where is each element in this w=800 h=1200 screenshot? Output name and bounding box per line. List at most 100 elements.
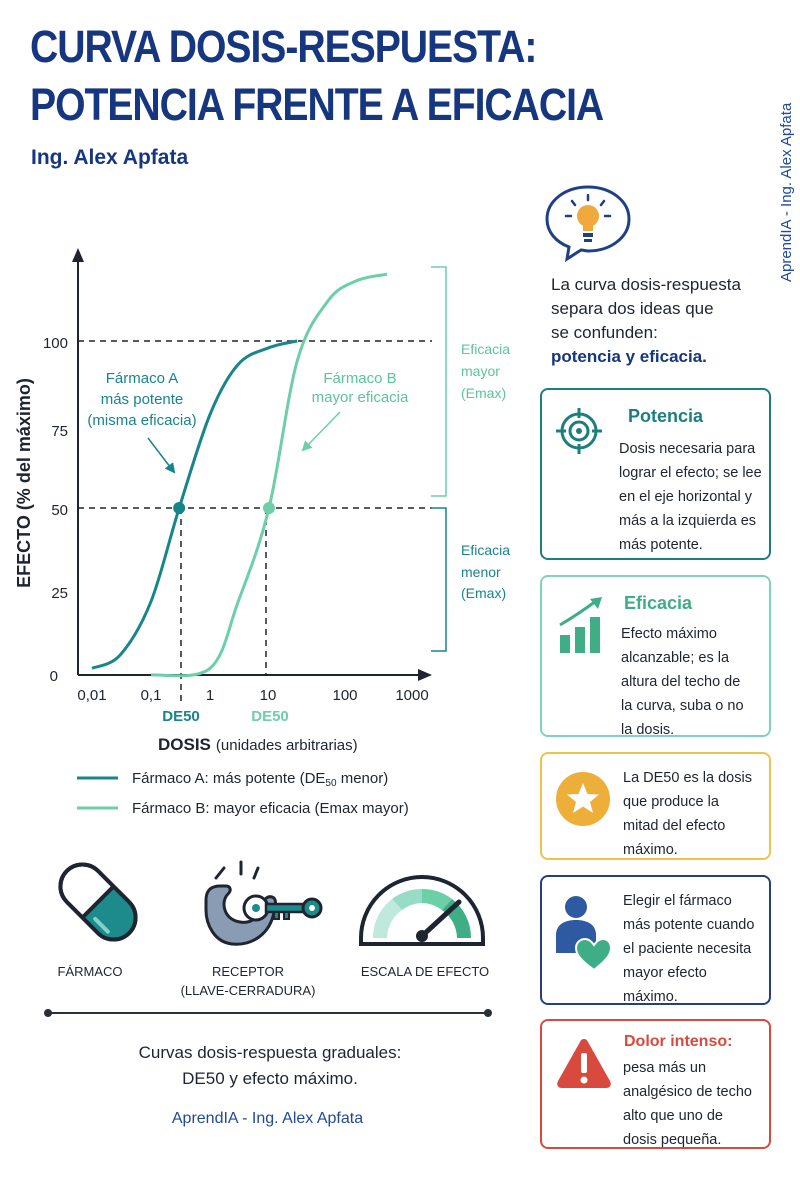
intro-line-2: separa dos ideas que xyxy=(551,299,714,318)
legend-label-a: Fármaco A: más potente (DE50 menor) xyxy=(132,770,388,789)
annotation-b-line2: mayor eficacia xyxy=(312,389,409,406)
y-tick: 0 xyxy=(50,668,58,685)
card-de50: La DE50 es la dosis que produce la mitad… xyxy=(540,752,771,860)
capsule-icon xyxy=(58,862,138,942)
gauge-icon xyxy=(359,875,485,946)
card-eficacia-title: Eficacia xyxy=(624,593,693,613)
legend-a-prefix: Fármaco A: más potente (DE xyxy=(132,770,325,787)
y-ticks: 0 25 50 75 100 xyxy=(43,335,68,685)
annotation-a-arrow xyxy=(147,437,176,474)
card-dolor-title: Dolor intenso: xyxy=(624,1033,733,1050)
vertical-credit-text: AprendIA - Ing. Alex Apfata xyxy=(778,102,795,282)
y-tick: 100 xyxy=(43,335,68,352)
key-lock-icon xyxy=(204,860,323,946)
y-axis-label: EFECTO (% del máximo) xyxy=(14,378,34,588)
card-elegir: Elegir el fármaco más potente cuando el … xyxy=(540,875,771,1005)
x-tick: 1000 xyxy=(395,687,428,704)
text-line: máximo. xyxy=(623,989,678,1005)
annotation-a-line3: (misma eficacia) xyxy=(87,412,196,429)
farmaco-label: FÁRMACO xyxy=(57,964,123,979)
star-icon xyxy=(556,772,610,826)
series-a-line xyxy=(91,339,298,670)
caption-line1: Curvas dosis-respuesta graduales: xyxy=(138,1043,402,1062)
caption: Curvas dosis-respuesta graduales: DE50 y… xyxy=(60,1040,480,1092)
legend-a-sub: 50 xyxy=(325,778,337,789)
ed50-label-b: DE50 xyxy=(251,708,289,725)
y-axis-arrow xyxy=(72,248,84,262)
x-tick: 0,01 xyxy=(77,687,106,704)
x-axis-label-unit: (unidades arbitrarias) xyxy=(216,737,358,754)
card-potencia: Potencia Dosis necesaria para lograr el … xyxy=(540,388,771,560)
annotation-b-line1: Fármaco B xyxy=(323,370,396,387)
y-tick: 25 xyxy=(51,585,68,602)
x-axis-label-main: DOSIS xyxy=(158,735,211,754)
text-line: máximo. xyxy=(623,842,678,858)
text-line: más potente cuando xyxy=(623,917,755,933)
x-ticks: 0,01 0,1 1 10 100 1000 xyxy=(77,687,428,704)
ed50-point-b xyxy=(263,502,275,514)
bracket-lower-1: Eficacia xyxy=(461,542,510,558)
bracket-lower-label: Eficacia menor (Emax) xyxy=(461,542,510,601)
x-axis-label: DOSIS (unidades arbitrarias) xyxy=(158,735,358,754)
caption-line2: DE50 y efecto máximo. xyxy=(182,1069,358,1088)
receptor-label-line2: (LLAVE-CERRADURA) xyxy=(180,983,316,998)
bracket-upper-2: mayor xyxy=(461,363,500,379)
text-line: lograr el efecto; se lee xyxy=(619,465,762,481)
y-tick: 50 xyxy=(51,502,68,519)
text-line: más a la izquierda es xyxy=(619,513,757,529)
title-line-2: POTENCIA FRENTE A EFICACIA xyxy=(30,79,604,130)
bracket-lower xyxy=(431,507,447,652)
page-title: CURVA DOSIS-RESPUESTA: POTENCIA FRENTE A… xyxy=(30,18,690,134)
text-line: la dosis. xyxy=(621,722,675,738)
text-line: Efecto máximo xyxy=(621,626,717,642)
text-line: Elegir el fármaco xyxy=(623,893,732,909)
title-line-1: CURVA DOSIS-RESPUESTA: xyxy=(30,21,537,72)
bracket-lower-3: (Emax) xyxy=(461,585,506,601)
annotation-a: Fármaco A más potente (misma eficacia) xyxy=(87,370,196,429)
lightbulb-speech-bubble-icon xyxy=(545,185,631,263)
author: Ing. Alex Apfata xyxy=(31,146,189,169)
bracket-upper-1: Eficacia xyxy=(461,341,510,357)
x-axis-arrow xyxy=(418,669,432,681)
bracket-upper xyxy=(431,266,447,497)
card-dolor: Dolor intenso: pesa más un analgésico de… xyxy=(540,1019,771,1149)
footer-credit: AprendIA - Ing. Alex Apfata xyxy=(171,1110,364,1127)
annotation-b: Fármaco B mayor eficacia xyxy=(312,370,409,406)
ed50-label-a: DE50 xyxy=(162,708,200,725)
legend-label-b: Fármaco B: mayor eficacia (Emax mayor) xyxy=(132,800,409,817)
card-dolor-text: pesa más un analgésico de techo alto que… xyxy=(623,1056,769,1152)
series-b-line xyxy=(150,272,388,678)
legend-a-suffix: menor) xyxy=(337,770,389,787)
text-line: que produce la xyxy=(623,794,719,810)
text-line: dosis pequeña. xyxy=(623,1132,722,1148)
x-tick: 1 xyxy=(206,687,214,704)
text-line: alcanzable; es la xyxy=(621,650,730,666)
bar-chart-arrow-icon xyxy=(559,597,602,653)
x-tick: 10 xyxy=(260,687,277,704)
card-potencia-title: Potencia xyxy=(628,406,704,426)
receptor-label-line1: RECEPTOR xyxy=(212,964,284,979)
bracket-upper-label: Eficacia mayor (Emax) xyxy=(461,341,510,401)
warning-icon xyxy=(557,1039,611,1088)
text-line: mitad del efecto xyxy=(623,818,726,834)
text-line: pesa más un xyxy=(623,1060,707,1076)
escala-label: ESCALA DE EFECTO xyxy=(360,964,490,979)
bracket-upper-3: (Emax) xyxy=(461,385,506,401)
intro-text: La curva dosis-respuesta separa dos idea… xyxy=(551,273,771,369)
annotation-a-line1: Fármaco A xyxy=(106,370,179,387)
bracket-lower-2: menor xyxy=(461,564,501,580)
text-line: la curva, suba o no xyxy=(621,698,744,714)
legend: Fármaco A: más potente (DE50 menor) Fárm… xyxy=(77,770,409,817)
card-potencia-text: Dosis necesaria para lograr el efecto; s… xyxy=(619,437,769,557)
text-line: el paciente necesita xyxy=(623,941,752,957)
patient-heart-icon xyxy=(556,896,612,972)
card-de50-text: La DE50 es la dosis que produce la mitad… xyxy=(623,766,769,862)
target-icon xyxy=(556,408,602,454)
text-line: mayor efecto xyxy=(623,965,707,981)
text-line: en el eje horizontal y xyxy=(619,489,752,505)
card-eficacia-text: Efecto máximo alcanzable; es la altura d… xyxy=(621,622,769,742)
annotation-b-arrow xyxy=(301,411,341,452)
text-line: alto que uno de xyxy=(623,1108,723,1124)
text-line: analgésico de techo xyxy=(623,1084,752,1100)
divider xyxy=(44,1009,492,1017)
